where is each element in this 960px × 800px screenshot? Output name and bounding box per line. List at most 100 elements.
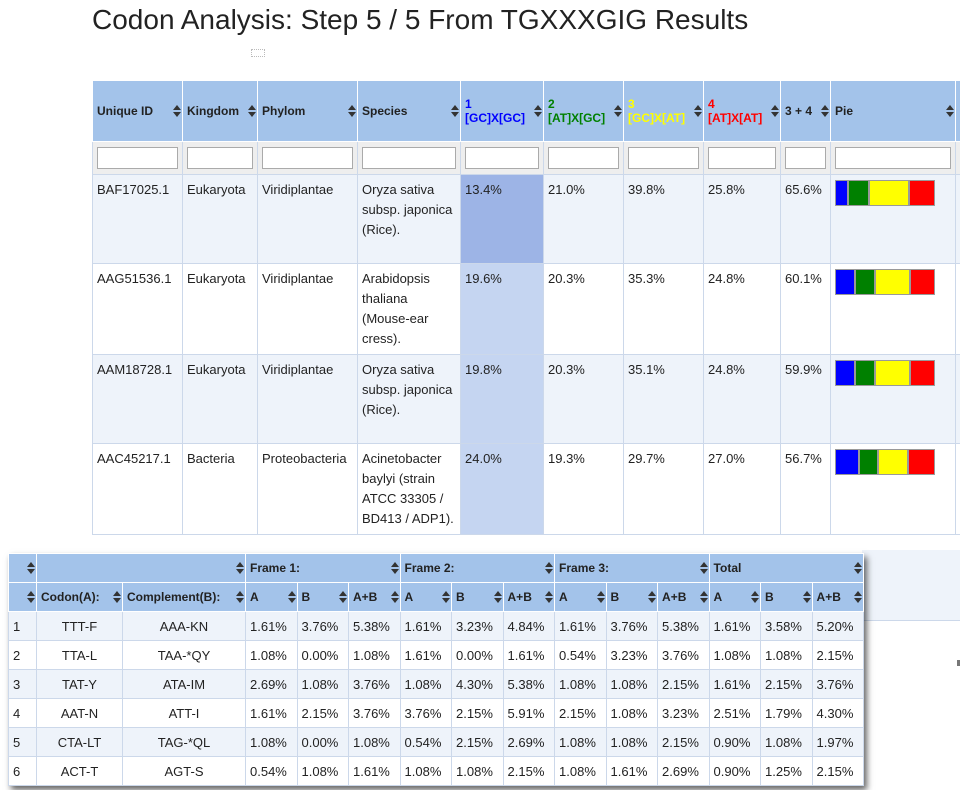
- data-row: AAG51536.1 Eukaryota Viridiplantae Arabidop…: [92, 263, 960, 355]
- column-number: 1: [465, 97, 472, 111]
- cell: 1.08%: [348, 640, 401, 670]
- cell: AAG51536.1: [92, 263, 183, 355]
- filter-row: [92, 141, 960, 175]
- group-header[interactable]: Total: [708, 553, 865, 583]
- cell: 4.84%: [502, 611, 556, 641]
- group-label: Frame 2:: [404, 561, 455, 575]
- cell: 19.6%: [460, 263, 544, 355]
- pie-segment: [878, 449, 908, 475]
- filter-input[interactable]: [785, 147, 826, 169]
- cell: 0.90%: [708, 756, 762, 786]
- cell: ATT-I: [122, 698, 246, 728]
- cell: 3.23%: [605, 640, 659, 670]
- data-row: AAM18728.1 Eukaryota Viridiplantae Oryza sa…: [92, 354, 960, 444]
- cell: 35.1%: [623, 354, 704, 444]
- column-header[interactable]: [36, 553, 246, 583]
- cell: 19.3%: [543, 443, 624, 535]
- cell: Acinetobacter baylyi (strain ATCC 33305 …: [357, 443, 461, 535]
- filter-input[interactable]: [835, 147, 951, 169]
- column-header[interactable]: A+B: [348, 582, 401, 612]
- cell: AGT-S: [122, 756, 246, 786]
- column-header[interactable]: 4 [AT]X[AT]: [703, 80, 781, 142]
- filter-input[interactable]: [465, 147, 539, 169]
- group-header[interactable]: Frame 1:: [245, 553, 401, 583]
- column-label: Phylom: [262, 104, 306, 118]
- cell: 3.23%: [657, 698, 710, 728]
- filter-input[interactable]: [548, 147, 619, 169]
- column-header[interactable]: 3 + 4: [780, 80, 831, 142]
- cell: 3.76%: [296, 611, 349, 641]
- filter-input[interactable]: [628, 147, 699, 169]
- column-header[interactable]: B: [605, 582, 659, 612]
- column-label: Pie: [835, 104, 854, 118]
- column-header[interactable]: [8, 582, 37, 612]
- cell: 65.6%: [780, 174, 831, 264]
- column-label: A: [404, 590, 414, 604]
- pie-cell: [830, 443, 956, 535]
- column-header[interactable]: A: [399, 582, 453, 612]
- column-header[interactable]: Unique ID: [92, 80, 183, 142]
- cell: 27.0%: [703, 443, 781, 535]
- column-header[interactable]: B: [760, 582, 813, 612]
- cell: Eukaryota: [182, 174, 258, 264]
- pie-segment: [835, 449, 859, 475]
- cell: 19.8%: [460, 354, 544, 444]
- cell: AAA-KN: [122, 611, 246, 641]
- column-header[interactable]: B: [296, 582, 349, 612]
- cell: 0.90%: [708, 727, 762, 757]
- column-label: B: [301, 590, 311, 604]
- cell: 2.69%: [245, 669, 298, 699]
- filter-input[interactable]: [97, 147, 178, 169]
- filter-cell: [830, 141, 956, 175]
- cell: 2: [8, 640, 37, 670]
- group-header-row: Frame 1: Frame 2: Frame 3: Total: [8, 553, 865, 583]
- filter-input[interactable]: [708, 147, 776, 169]
- group-header[interactable]: Frame 3:: [554, 553, 710, 583]
- cell: 1.08%: [760, 727, 813, 757]
- cell: 1.08%: [245, 640, 298, 670]
- cell: 4.30%: [451, 669, 504, 699]
- column-header[interactable]: A+B: [811, 582, 865, 612]
- column-label: Codon(A):: [41, 590, 100, 604]
- cell: 1.08%: [554, 756, 607, 786]
- column-header[interactable]: B: [451, 582, 504, 612]
- cell: 1.61%: [708, 611, 762, 641]
- filter-input[interactable]: [187, 147, 253, 169]
- column-header[interactable]: Species: [357, 80, 461, 142]
- group-header[interactable]: Frame 2:: [399, 553, 556, 583]
- column-header[interactable]: Complement(B):: [122, 582, 246, 612]
- cell: 0.54%: [245, 756, 298, 786]
- cell: 24.8%: [703, 263, 781, 355]
- column-header[interactable]: [8, 553, 37, 583]
- column-header[interactable]: A: [554, 582, 607, 612]
- column-header[interactable]: Phylom: [257, 80, 358, 142]
- cell: 4: [8, 698, 37, 728]
- data-row: 6 ACT-T AGT-S 0.54% 1.08% 1.61% 1.08% 1.08% 2.15…: [8, 756, 865, 786]
- column-header[interactable]: Kingdom: [182, 80, 258, 142]
- column-header[interactable]: Codon(A):: [36, 582, 123, 612]
- cell: 1.08%: [296, 756, 349, 786]
- column-header[interactable]: 1 [GC]X[GC]: [460, 80, 544, 142]
- cell: 1.61%: [399, 640, 453, 670]
- column-header[interactable]: 3 [GC]X[AT]: [623, 80, 704, 142]
- cell: Proteobacteria: [257, 443, 358, 535]
- column-header[interactable]: A+B: [502, 582, 556, 612]
- cell: 1.08%: [245, 727, 298, 757]
- pie-segment: [854, 360, 876, 386]
- column-header[interactable]: A+B: [657, 582, 710, 612]
- pie-segment: [854, 269, 875, 295]
- column-header[interactable]: A: [708, 582, 762, 612]
- column-header[interactable]: Pie: [830, 80, 956, 142]
- column-label: A+B: [507, 590, 532, 604]
- data-row: 3 TAT-Y ATA-IM 2.69% 1.08% 3.76% 1.08% 4.30% 5.3…: [8, 669, 865, 699]
- column-label: Kingdom: [187, 104, 239, 118]
- pie-segment: [835, 180, 849, 206]
- filter-input[interactable]: [362, 147, 456, 169]
- column-header[interactable]: 2 [AT]X[GC]: [543, 80, 624, 142]
- cell: 1.08%: [605, 669, 659, 699]
- cell: 1.08%: [296, 669, 349, 699]
- column-header[interactable]: A: [245, 582, 298, 612]
- filter-input[interactable]: [262, 147, 353, 169]
- pie-cell: [830, 354, 956, 444]
- cell: 3: [8, 669, 37, 699]
